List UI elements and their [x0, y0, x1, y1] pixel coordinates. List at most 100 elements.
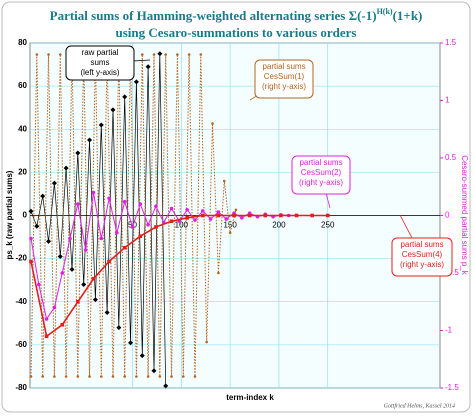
y2-tick-label: 1.5 — [445, 38, 457, 47]
series-line — [30, 214, 328, 338]
y-tick-label: 20 — [18, 167, 27, 176]
callout-text: partial sums — [262, 62, 305, 71]
marker — [60, 322, 65, 327]
marker — [91, 276, 96, 281]
marker — [224, 217, 229, 221]
callout-box — [65, 45, 135, 81]
marker — [60, 271, 65, 275]
marker — [99, 375, 103, 378]
marker — [200, 209, 205, 213]
y2-axis-label: Cesaro-summed partial sums p_k — [460, 155, 469, 276]
marker — [163, 383, 169, 389]
marker — [181, 375, 185, 378]
x-axis-label: term-index k — [226, 393, 274, 402]
x-tick-label: 100 — [175, 221, 189, 230]
callout-text: CesSum(4) — [402, 250, 443, 259]
marker — [169, 219, 174, 224]
marker — [76, 375, 80, 378]
marker — [104, 310, 110, 316]
marker — [128, 340, 134, 346]
callout-text: CesSum(1) — [264, 72, 305, 81]
marker — [110, 107, 116, 113]
marker — [145, 64, 151, 70]
marker — [185, 207, 189, 212]
marker — [51, 180, 57, 186]
marker — [217, 271, 220, 275]
marker — [240, 216, 244, 220]
marker — [92, 297, 98, 303]
marker — [222, 179, 226, 183]
marker — [193, 218, 197, 222]
callout-box — [291, 155, 351, 195]
marker — [46, 238, 52, 244]
marker — [99, 236, 104, 241]
marker — [247, 213, 252, 218]
marker — [64, 375, 68, 378]
marker — [199, 53, 203, 56]
y-tick-label: -60 — [15, 340, 27, 349]
marker — [107, 259, 111, 264]
title-tail: (1+k) — [393, 8, 423, 23]
callout-text: (left y-axis) — [80, 68, 119, 77]
marker — [75, 150, 81, 156]
marker — [122, 245, 127, 250]
marker — [123, 375, 126, 378]
callout-box — [391, 237, 453, 277]
title-main: Partial sums of Hamming-weighted alterna… — [50, 8, 377, 23]
marker — [263, 213, 268, 218]
marker — [52, 305, 57, 310]
chart-subtitle: using Cesaro-summations to various order… — [116, 25, 357, 40]
marker — [211, 122, 214, 125]
marker — [208, 217, 213, 221]
marker — [81, 282, 87, 287]
marker — [228, 231, 232, 235]
marker — [76, 299, 80, 304]
marker — [28, 208, 34, 214]
marker — [68, 236, 72, 241]
marker — [187, 53, 191, 56]
marker — [41, 375, 44, 378]
marker — [133, 79, 139, 85]
y-axis-label: ps_k (raw partial sums) — [5, 170, 14, 259]
y-tick-label: -80 — [15, 383, 27, 392]
marker — [44, 334, 49, 339]
marker — [205, 340, 208, 344]
x-tick-label: 200 — [272, 221, 286, 230]
marker — [164, 53, 167, 56]
marker — [130, 225, 135, 229]
marker — [146, 222, 150, 227]
marker — [58, 53, 62, 56]
marker — [310, 213, 314, 218]
marker — [36, 282, 41, 287]
y2-tick-label: -1.5 — [445, 383, 459, 392]
x-tick-label: 150 — [223, 221, 237, 230]
y2-tick-label: 1 — [445, 96, 450, 105]
marker — [34, 223, 40, 229]
marker — [40, 193, 46, 199]
marker — [63, 165, 69, 171]
marker — [87, 137, 93, 143]
marker — [116, 325, 122, 331]
marker — [83, 248, 88, 252]
y-tick-label: 60 — [18, 81, 27, 90]
marker — [138, 202, 143, 206]
marker — [157, 51, 163, 57]
marker — [193, 375, 197, 378]
marker — [232, 213, 236, 218]
marker — [279, 213, 283, 218]
marker — [115, 230, 119, 235]
marker — [122, 94, 128, 100]
marker — [170, 375, 173, 378]
marker — [57, 253, 63, 259]
marker — [176, 53, 179, 56]
marker — [158, 375, 162, 378]
marker — [138, 234, 143, 238]
y2-tick-label: 0 — [445, 211, 450, 220]
callout-text: (right y-axis) — [299, 178, 343, 187]
y2-tick-label: -1 — [445, 326, 453, 335]
